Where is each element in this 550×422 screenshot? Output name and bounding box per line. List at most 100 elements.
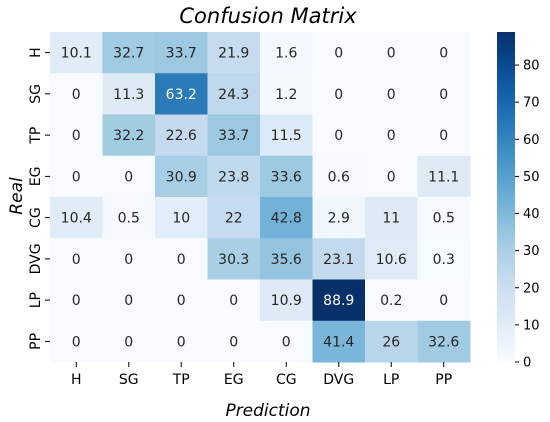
x-tick-label: LP — [383, 372, 399, 388]
cell-value-label: 32.7 — [113, 46, 144, 62]
cell-value-label: 24.3 — [218, 87, 249, 103]
heatmap-cell — [312, 279, 366, 322]
colorbar-tick-label: 20 — [523, 281, 540, 296]
cell-value-label: 0 — [387, 128, 396, 144]
cell-value-label: 10 — [172, 211, 190, 227]
heatmap-cell — [312, 320, 366, 363]
colorbar-tick-label: 10 — [523, 318, 540, 333]
colorbar-tick-label: 0 — [523, 356, 531, 371]
heatmap-cell — [417, 197, 471, 239]
heatmap-cell — [155, 238, 208, 280]
cell-value-label: 11.1 — [428, 169, 459, 185]
cell-value-label: 0 — [334, 87, 343, 103]
colorbar: 0 10 20 30 40 50 60 70 80 — [497, 32, 540, 371]
heatmap-cell — [207, 320, 261, 363]
cell-value-label: 0.6 — [328, 169, 350, 185]
heatmap-cell — [50, 197, 103, 239]
heatmap-cell — [417, 114, 471, 157]
cell-value-label: 0 — [177, 293, 186, 309]
x-tick-label: DVG — [323, 372, 354, 388]
cell-value-label: 0 — [439, 293, 448, 309]
cell-value-label: 0.5 — [433, 211, 455, 227]
cell-value-label: 35.6 — [271, 252, 302, 268]
cell-value-label: 0 — [387, 87, 396, 103]
heatmap-cell — [102, 73, 156, 115]
heatmap-cell — [50, 238, 103, 280]
cell-value-label: 0 — [72, 87, 81, 103]
x-tick-label: H — [71, 372, 82, 388]
heatmap-cell — [365, 73, 418, 115]
cell-value-label: 10.9 — [271, 293, 302, 309]
heatmap-cell — [50, 155, 103, 198]
cell-value-label: 0.2 — [380, 293, 402, 309]
heatmap-cells: 10.1 32.7 33.7 21.9 1.6 0 0 0 0 11.3 63.2 24.3 1.2 0 0… — [50, 32, 471, 363]
cell-value-label: 0 — [124, 169, 133, 185]
cell-value-label: 0 — [124, 252, 133, 268]
heatmap-cell — [102, 279, 156, 322]
heatmap-cell — [155, 155, 208, 198]
heatmap-cell — [417, 238, 471, 280]
heatmap-cell — [50, 73, 103, 115]
heatmap-cell — [417, 155, 471, 198]
cell-value-label: 33.7 — [218, 128, 249, 144]
y-tick-label: EG — [28, 167, 44, 187]
cell-value-label: 0 — [282, 334, 291, 350]
heatmap-cell — [365, 32, 418, 74]
colorbar-gradient — [497, 32, 515, 362]
cell-value-label: 22 — [225, 211, 243, 227]
chart-title: Confusion Matrix — [179, 4, 357, 28]
x-tick-label: SG — [119, 372, 139, 388]
colorbar-tick-label: 60 — [523, 133, 540, 148]
heatmap-cell — [260, 238, 313, 280]
heatmap-cell — [260, 114, 313, 157]
heatmap-cell — [260, 197, 313, 239]
cell-value-label: 22.6 — [166, 128, 197, 144]
heatmap-cell — [365, 155, 418, 198]
cell-value-label: 10.1 — [61, 46, 92, 62]
heatmap-cell — [102, 114, 156, 157]
y-tick-label: H — [28, 47, 44, 58]
heatmap-cell — [260, 73, 313, 115]
y-axis-label: Real — [7, 177, 27, 215]
colorbar-tick-label: 40 — [523, 207, 540, 222]
heatmap-cell — [260, 155, 313, 198]
cell-value-label: 11 — [382, 211, 400, 227]
heatmap-cell — [50, 32, 103, 74]
cell-value-label: 0 — [72, 252, 81, 268]
cell-value-label: 1.6 — [275, 46, 297, 62]
cell-value-label: 30.9 — [166, 169, 197, 185]
cell-value-label: 32.6 — [428, 334, 459, 350]
cell-value-label: 23.1 — [323, 252, 354, 268]
cell-value-label: 0 — [124, 334, 133, 350]
x-tick-label: CG — [276, 372, 297, 388]
heatmap-cell — [365, 114, 418, 157]
heatmap-cell — [102, 197, 156, 239]
colorbar-tick-label: 50 — [523, 170, 540, 185]
heatmap-cell — [417, 32, 471, 74]
heatmap-cell — [365, 238, 418, 280]
cell-value-label: 26 — [382, 334, 400, 350]
cell-value-label: 23.8 — [218, 169, 249, 185]
heatmap-cell — [260, 32, 313, 74]
heatmap-cell — [312, 238, 366, 280]
cell-value-label: 0 — [72, 169, 81, 185]
cell-value-label: 10.4 — [61, 211, 92, 227]
cell-value-label: 2.9 — [328, 211, 350, 227]
cell-value-label: 0 — [177, 252, 186, 268]
cell-value-label: 42.8 — [271, 211, 302, 227]
cell-value-label: 0 — [229, 293, 238, 309]
cell-value-label: 0 — [72, 293, 81, 309]
cell-value-label: 33.6 — [271, 169, 302, 185]
cell-value-label: 0 — [387, 169, 396, 185]
y-tick-label: CG — [28, 207, 44, 228]
cell-value-label: 0 — [229, 334, 238, 350]
heatmap-cell — [207, 73, 261, 115]
heatmap-cell — [207, 197, 261, 239]
cell-value-label: 0 — [72, 334, 81, 350]
colorbar-ticks: 0 10 20 30 40 50 60 70 80 — [515, 59, 540, 371]
heatmap-cell — [102, 238, 156, 280]
colorbar-tick-label: 30 — [523, 244, 540, 259]
heatmap-cell — [365, 197, 418, 239]
cell-value-label: 0 — [387, 46, 396, 62]
